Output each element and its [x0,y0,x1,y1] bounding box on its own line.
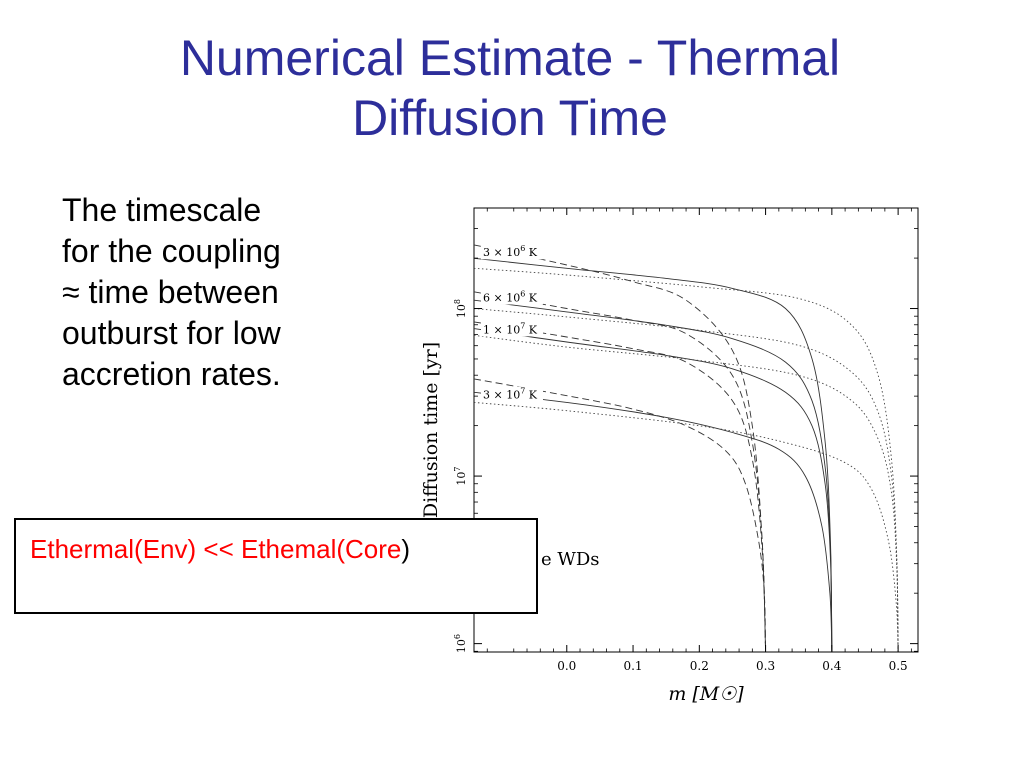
curve-solid-6e6K [473,299,833,653]
curve-dotted-6e6K [473,308,899,653]
curve-solid-3e6K [473,257,833,653]
equation-text: Ethermal(Env) << Ethemal(Core) [30,534,410,565]
temperature-label: 6 × 106 K [483,289,538,304]
temperature-label-bg [481,244,543,260]
body-line-4: outburst for low [62,315,281,351]
curve-dotted-1e7K [473,334,899,653]
temperature-label: 1 × 107 K [483,321,538,336]
x-tick-label: 0.5 [889,659,908,673]
temperature-label: 3 × 106 K [483,244,538,259]
caption-fragment: e WDs [541,549,600,570]
temperature-label-group: 3 × 106 K 6 × 106 K 1 × 107 K 3 × 107 K [481,244,543,402]
equation-closing-paren: ) [401,534,411,564]
slide-title: Numerical Estimate - Thermal Diffusion T… [60,28,960,148]
y-tick-label: 108 [453,299,468,318]
curve-solid-1e7K [473,328,833,653]
curve-dashed-3e7K [473,378,767,653]
temperature-label-bg [481,289,543,305]
y-tick-label: 106 [453,634,468,653]
x-tick-label: 0.0 [557,659,576,673]
temperature-label-bg [481,321,543,337]
equation-main: Ethermal(Env) << Ethemal(Core [30,534,402,564]
y-axis-label: Diffusion time [yr] [420,342,442,518]
curve-dashed-3e6K [473,244,767,653]
x-tick-label: 0.3 [756,659,775,673]
curve-solid-3e7K [473,391,833,653]
curve-dotted-3e6K [473,267,899,653]
temperature-label-bg [481,386,543,402]
temperature-label: 3 × 107 K [483,387,538,402]
curve-group [473,244,899,653]
curve-dashed-1e7K [473,321,767,653]
body-line-5: accretion rates. [62,356,281,392]
tick-group: 0.0 0.1 0.2 0.3 0.4 0.5 106 107 108 [453,208,918,673]
body-line-3: ≈ time between [62,274,279,310]
slide-title-line-2: Diffusion Time [352,90,668,146]
x-tick-label: 0.1 [623,659,642,673]
x-tick-label: 0.2 [690,659,709,673]
body-text: The timescale for the coupling ≈ time be… [62,190,362,395]
equation-box: Ethermal(Env) << Ethemal(Core) [14,518,538,614]
x-tick-label: 0.4 [822,659,841,673]
body-line-2: for the coupling [62,233,281,269]
plot-frame [473,207,919,653]
slide-title-line-1: Numerical Estimate - Thermal [179,30,841,86]
y-tick-label: 107 [453,467,468,486]
curve-dotted-3e7K [473,401,899,653]
x-axis-label: m [M☉] [668,683,744,705]
body-line-1: The timescale [62,192,262,228]
